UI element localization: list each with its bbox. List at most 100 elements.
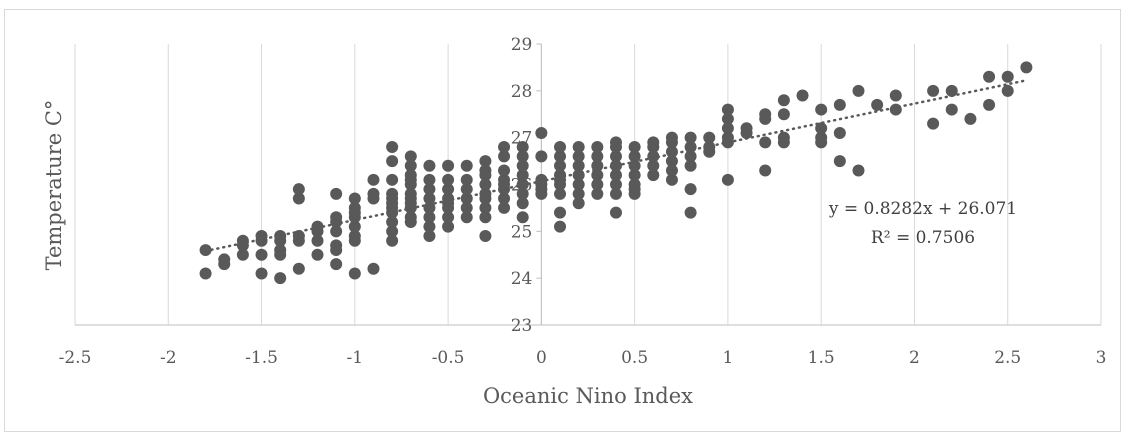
data-point bbox=[964, 112, 977, 125]
y-tick-label: 23 bbox=[511, 316, 533, 336]
data-point bbox=[852, 164, 865, 177]
data-point bbox=[498, 173, 511, 186]
data-point bbox=[292, 192, 305, 205]
data-point bbox=[777, 131, 790, 144]
data-point bbox=[647, 150, 660, 163]
data-point bbox=[516, 187, 529, 200]
data-point bbox=[255, 267, 268, 280]
data-point bbox=[572, 159, 585, 172]
y-tick-label: 29 bbox=[511, 35, 533, 55]
data-point bbox=[348, 220, 361, 233]
data-point bbox=[684, 131, 697, 144]
data-point bbox=[591, 187, 604, 200]
data-point bbox=[498, 201, 511, 214]
data-point bbox=[703, 131, 716, 144]
data-point bbox=[348, 267, 361, 280]
data-point bbox=[759, 108, 772, 121]
data-point bbox=[628, 159, 641, 172]
data-point bbox=[460, 211, 473, 224]
data-point bbox=[684, 183, 697, 196]
data-point bbox=[535, 126, 548, 139]
data-point bbox=[516, 169, 529, 182]
data-point bbox=[274, 272, 287, 285]
x-tick-label: 1 bbox=[722, 348, 733, 368]
data-point bbox=[386, 141, 399, 154]
data-point bbox=[572, 178, 585, 191]
data-point bbox=[404, 187, 417, 200]
data-point bbox=[684, 206, 697, 219]
data-point bbox=[348, 230, 361, 243]
data-point bbox=[703, 141, 716, 154]
data-point bbox=[721, 103, 734, 116]
data-point bbox=[927, 84, 940, 97]
data-point bbox=[236, 248, 249, 261]
data-point bbox=[348, 201, 361, 214]
data-point bbox=[833, 126, 846, 139]
data-point bbox=[460, 173, 473, 186]
data-point bbox=[423, 183, 436, 196]
x-tick-label: -0.5 bbox=[432, 348, 465, 368]
data-point bbox=[423, 230, 436, 243]
data-point bbox=[386, 173, 399, 186]
data-point bbox=[983, 98, 996, 111]
data-point bbox=[423, 192, 436, 205]
data-point bbox=[330, 211, 343, 224]
data-point bbox=[721, 131, 734, 144]
data-point bbox=[386, 234, 399, 247]
trend-layer bbox=[204, 79, 1028, 253]
data-point bbox=[311, 234, 324, 247]
data-point bbox=[759, 164, 772, 177]
data-point bbox=[218, 253, 231, 266]
data-point bbox=[628, 150, 641, 163]
x-tick-label: -2 bbox=[160, 348, 177, 368]
data-point bbox=[423, 173, 436, 186]
data-point bbox=[516, 141, 529, 154]
data-point bbox=[367, 173, 380, 186]
data-point bbox=[609, 150, 622, 163]
data-point bbox=[311, 248, 324, 261]
data-point bbox=[684, 159, 697, 172]
data-point bbox=[852, 84, 865, 97]
labels-layer: -2.5 -2 -1.5 -1 -0.5 0 0.5 1 1.5 2 2.5 3 23 24 25 26 27 2… bbox=[59, 35, 1107, 368]
data-point bbox=[554, 141, 567, 154]
x-axis-title: Oceanic Nino Index bbox=[483, 384, 693, 408]
data-point bbox=[628, 178, 641, 191]
data-point bbox=[721, 122, 734, 135]
y-tick-label: 25 bbox=[511, 222, 533, 242]
data-point bbox=[945, 103, 958, 116]
data-point bbox=[665, 164, 678, 177]
x-tick-label: -2.5 bbox=[59, 348, 92, 368]
data-point bbox=[833, 155, 846, 168]
data-point bbox=[572, 197, 585, 210]
data-point bbox=[1001, 70, 1014, 83]
data-point bbox=[442, 211, 455, 224]
data-point bbox=[367, 262, 380, 275]
data-point bbox=[815, 131, 828, 144]
data-point bbox=[516, 197, 529, 210]
data-point bbox=[255, 248, 268, 261]
x-tick-label: -1.5 bbox=[245, 348, 278, 368]
data-point bbox=[609, 206, 622, 219]
data-point bbox=[777, 108, 790, 121]
data-point bbox=[404, 211, 417, 224]
data-point bbox=[609, 178, 622, 191]
data-point bbox=[330, 225, 343, 238]
data-point bbox=[479, 187, 492, 200]
data-point bbox=[609, 136, 622, 149]
data-point bbox=[535, 150, 548, 163]
data-point bbox=[927, 117, 940, 130]
data-point bbox=[721, 112, 734, 125]
data-point bbox=[386, 215, 399, 228]
data-point bbox=[647, 159, 660, 172]
data-point bbox=[460, 159, 473, 172]
data-point bbox=[889, 103, 902, 116]
x-tick-label: 0.5 bbox=[621, 348, 648, 368]
data-point bbox=[423, 220, 436, 233]
data-point bbox=[386, 155, 399, 168]
data-point bbox=[498, 141, 511, 154]
x-tick-label: 3 bbox=[1096, 348, 1107, 368]
data-point bbox=[442, 220, 455, 233]
data-point bbox=[423, 201, 436, 214]
data-point bbox=[815, 103, 828, 116]
data-point bbox=[367, 187, 380, 200]
